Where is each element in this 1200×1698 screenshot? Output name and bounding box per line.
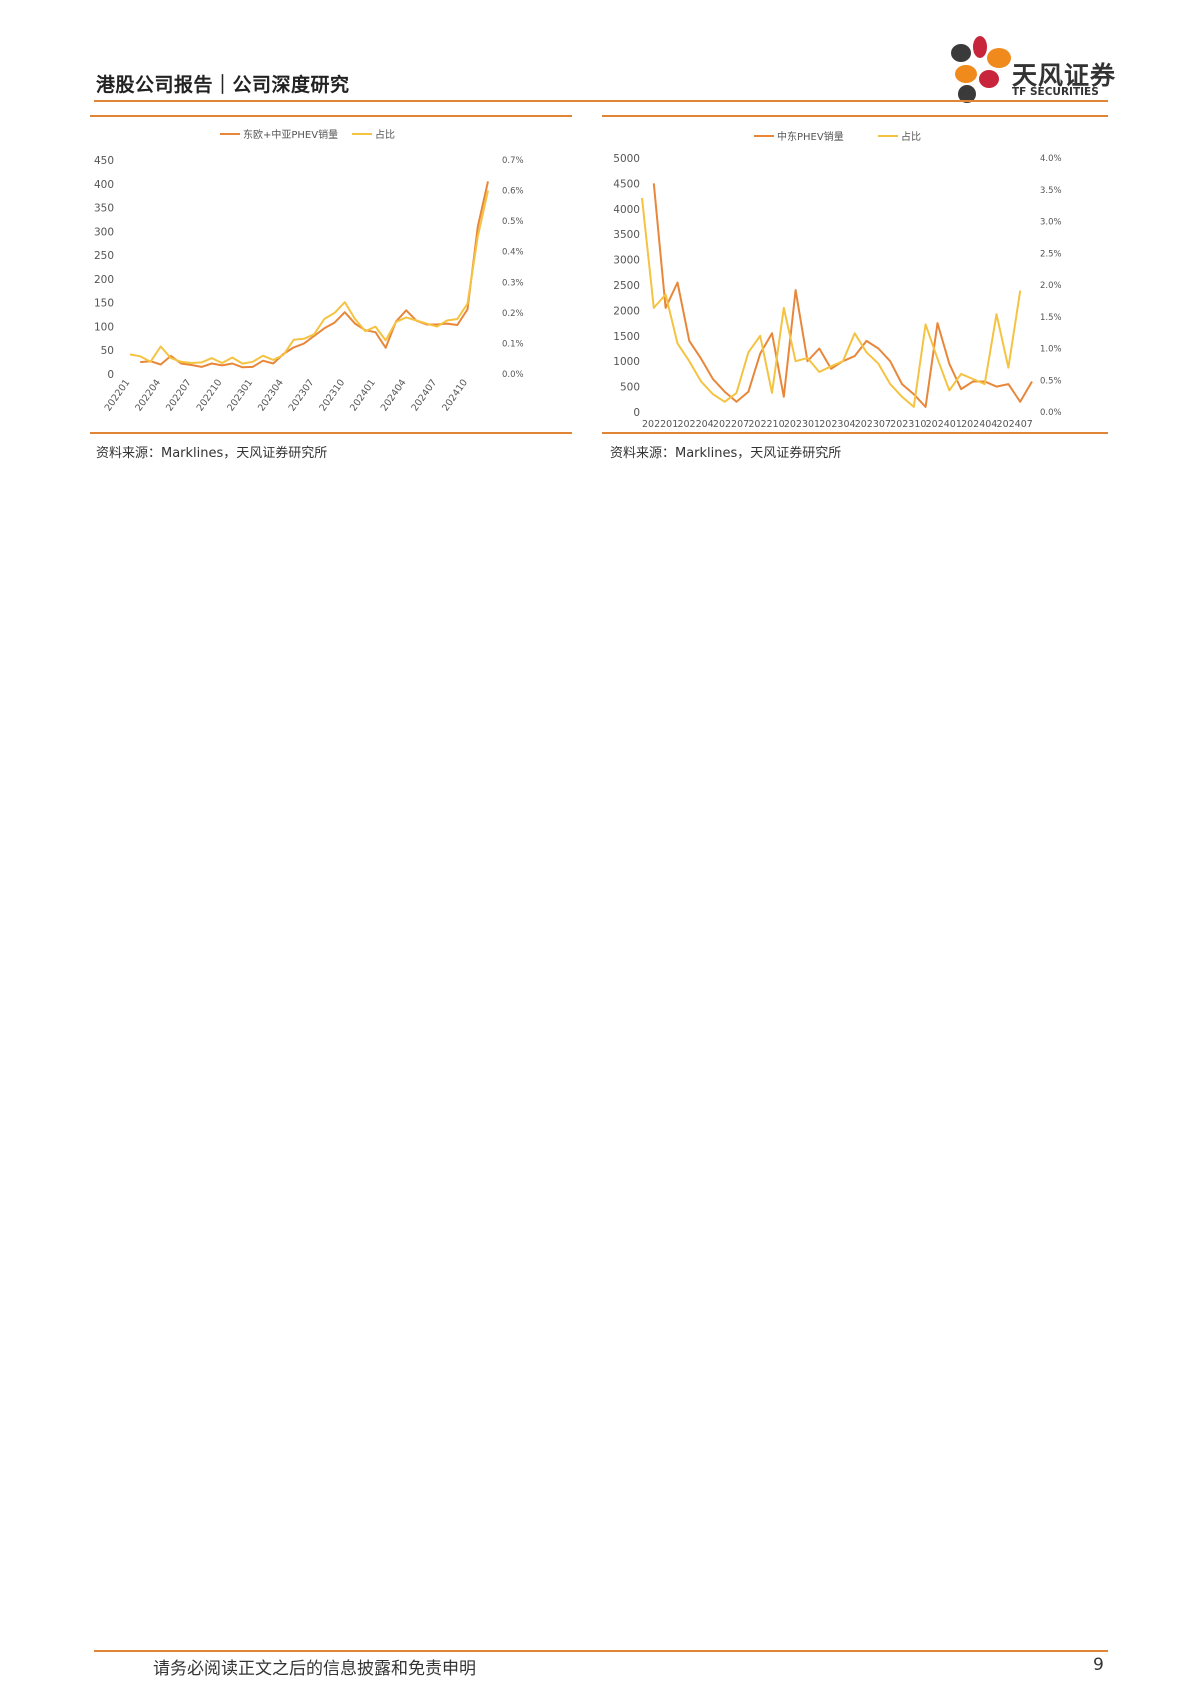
y-right-tick-label: 0.7%	[502, 156, 524, 166]
report-header-title: 港股公司报告｜公司深度研究	[96, 74, 350, 96]
left-chart-top-rule	[90, 115, 572, 117]
legend-label-1: 占比	[901, 130, 921, 143]
logo-subtext: TF SECURITIES	[1012, 86, 1099, 98]
y-right-tick-label: 4.0%	[1040, 154, 1062, 164]
x-tick-label: 202404	[379, 377, 409, 413]
y-right-tick-label: 0.1%	[502, 339, 524, 349]
x-tick-label: 202207	[713, 419, 749, 430]
logo-petal-red	[973, 36, 987, 58]
page-number: 9	[1093, 1655, 1104, 1675]
x-tick-label: 202407	[997, 419, 1033, 430]
x-tick-label: 202204	[133, 377, 163, 413]
x-tick-label: 202207	[164, 377, 194, 413]
y-right-tick-label: 3.0%	[1040, 218, 1062, 228]
legend-label-0: 东欧+中亚PHEV销量	[243, 128, 338, 141]
logo-petal-red-2	[979, 70, 999, 88]
x-tick-label: 202401	[348, 377, 378, 413]
y-right-tick-label: 0.0%	[502, 370, 524, 380]
y-left-tick-label: 3500	[613, 229, 640, 241]
y-left-tick-label: 50	[101, 345, 114, 357]
logo-petal-dark-2	[958, 85, 976, 103]
x-tick-label: 202210	[748, 419, 784, 430]
header-divider	[94, 100, 1108, 102]
x-tick-label: 202301	[784, 419, 820, 430]
chart-middle-east-phev: 中东PHEV销量 占比500045004000350030002500200015…	[613, 130, 1062, 430]
y-left-tick-label: 3000	[613, 255, 640, 267]
series-line-volume	[652, 183, 1033, 408]
y-left-tick-label: 4000	[613, 204, 640, 216]
legend-label-1: 占比	[375, 128, 395, 141]
x-tick-label: 202301	[225, 377, 255, 413]
chart-eastern-europe-central-asia-phev: 东欧+中亚PHEV销量 占比 450 400 350 300 250 200 150 100 50 0…	[94, 128, 524, 413]
y-left-tick-label: 350	[94, 203, 114, 215]
y-right-tick-label: 1.0%	[1040, 345, 1062, 355]
x-tick-label: 202210	[195, 377, 225, 413]
y-left-tick-label: 5000	[613, 153, 640, 165]
left-chart-source: 资料来源：Marklines，天风证券研究所	[96, 446, 328, 461]
x-tick-label: 202310	[890, 419, 926, 430]
x-tick-label: 202307	[855, 419, 891, 430]
series-line-share	[641, 197, 1022, 408]
left-chart-bottom-rule	[90, 432, 572, 434]
y-right-tick-label: 0.6%	[502, 187, 524, 197]
right-chart-top-rule	[602, 115, 1108, 117]
y-left-tick-label: 1000	[613, 356, 640, 368]
y-left-tick-label: 2500	[613, 280, 640, 292]
right-chart-source: 资料来源：Marklines，天风证券研究所	[610, 446, 842, 461]
x-tick-label: 202407	[410, 377, 440, 413]
y-left-tick-label: 300	[94, 226, 114, 238]
x-tick-label: 202304	[819, 419, 855, 430]
series-line-volume	[140, 181, 489, 369]
y-right-tick-label: 0.5%	[502, 217, 524, 227]
right-chart-bottom-rule	[602, 432, 1108, 434]
x-tick-label: 202201	[642, 419, 678, 430]
footer-divider	[94, 1650, 1108, 1652]
y-left-tick-label: 150	[94, 298, 114, 310]
y-right-tick-label: 0.3%	[502, 278, 524, 288]
y-right-tick-label: 2.5%	[1040, 249, 1062, 259]
x-tick-label: 202410	[440, 377, 470, 413]
x-tick-label: 202204	[677, 419, 713, 430]
y-right-tick-label: 2.0%	[1040, 281, 1062, 291]
y-left-tick-label: 100	[94, 321, 114, 333]
y-right-tick-label: 3.5%	[1040, 186, 1062, 196]
logo-petal-orange-2	[955, 65, 977, 83]
y-left-tick-label: 400	[94, 179, 114, 191]
y-left-tick-label: 2000	[613, 305, 640, 317]
y-right-tick-label: 0.2%	[502, 309, 524, 319]
x-tick-label: 202201	[103, 377, 133, 413]
y-left-tick-label: 0	[633, 407, 640, 419]
logo-text: 天风证券	[1012, 61, 1117, 90]
logo-petal-dark	[951, 44, 971, 62]
y-left-tick-label: 250	[94, 250, 114, 262]
logo-petal-orange	[987, 48, 1011, 68]
y-left-tick-label: 1500	[613, 331, 640, 343]
footer-disclaimer: 请务必阅读正文之后的信息披露和免责申明	[153, 1659, 476, 1679]
y-right-tick-label: 0.4%	[502, 248, 524, 258]
y-left-tick-label: 450	[94, 155, 114, 167]
tf-securities-logo	[951, 36, 1011, 103]
x-tick-label: 202404	[961, 419, 997, 430]
x-tick-label: 202307	[287, 377, 317, 413]
x-tick-label: 202310	[317, 377, 347, 413]
series-line-share	[129, 190, 489, 365]
y-right-tick-label: 0.0%	[1040, 408, 1062, 418]
x-tick-label: 202401	[926, 419, 962, 430]
y-right-tick-label: 1.5%	[1040, 313, 1062, 323]
y-left-tick-label: 4500	[613, 178, 640, 190]
legend-label-0: 中东PHEV销量	[777, 130, 844, 143]
y-right-tick-label: 0.5%	[1040, 376, 1062, 386]
y-left-tick-label: 200	[94, 274, 114, 286]
x-tick-label: 202304	[256, 377, 286, 413]
y-left-tick-label: 0	[107, 369, 114, 381]
y-left-tick-label: 500	[620, 382, 640, 394]
